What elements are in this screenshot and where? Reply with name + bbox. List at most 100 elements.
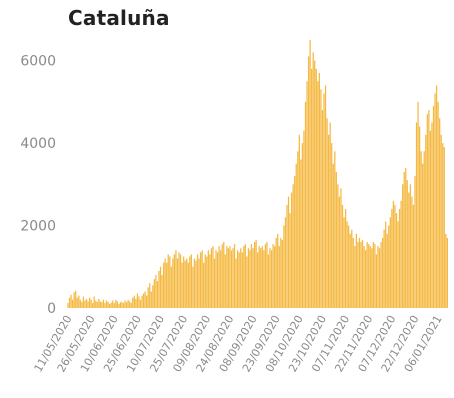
bar (173, 254, 176, 308)
bar (334, 151, 336, 308)
bar (314, 60, 316, 309)
bar (414, 176, 416, 308)
bar (286, 204, 288, 308)
bar (169, 256, 171, 308)
bar (204, 254, 206, 308)
bar (167, 254, 169, 308)
bar (277, 233, 279, 308)
bar (272, 244, 274, 308)
bar (317, 81, 319, 308)
bar (81, 301, 83, 308)
bar (135, 298, 137, 308)
bar (258, 246, 260, 308)
bar (102, 299, 105, 308)
bar (443, 147, 445, 308)
bar (335, 171, 337, 308)
bar (201, 250, 203, 308)
bar (125, 302, 128, 308)
bar (230, 250, 233, 308)
bar (221, 244, 223, 308)
bar (270, 250, 273, 308)
bar (124, 300, 126, 308)
bar (142, 293, 145, 308)
bar (115, 299, 117, 308)
bar (349, 233, 351, 308)
bar (127, 299, 129, 308)
bar (136, 293, 139, 308)
bar (284, 217, 287, 308)
bar (411, 196, 413, 308)
bar (426, 114, 428, 308)
bar (250, 244, 253, 308)
bar (363, 246, 365, 308)
bar (374, 244, 376, 308)
bar (432, 105, 435, 308)
bar (223, 242, 225, 308)
bar (261, 246, 263, 308)
bar (161, 275, 163, 308)
bar (166, 262, 168, 308)
bar (378, 248, 381, 308)
bar (377, 246, 379, 308)
bar (321, 110, 324, 308)
bar (184, 260, 186, 308)
y-tick-label: 4000 (20, 136, 56, 152)
bar (372, 242, 374, 308)
bar (320, 89, 322, 308)
bar (369, 246, 371, 308)
bar (260, 248, 262, 308)
bar (207, 250, 209, 308)
bar (312, 52, 314, 309)
bar (422, 163, 424, 308)
bar (300, 159, 302, 308)
bar (431, 122, 433, 309)
bar (418, 126, 421, 308)
bar (232, 248, 234, 308)
bar (141, 295, 143, 308)
bar (383, 229, 385, 308)
bar (307, 56, 310, 308)
bar (388, 225, 390, 308)
bar (332, 163, 334, 308)
bar (385, 221, 387, 308)
bar (129, 301, 131, 308)
bar (434, 93, 436, 308)
bar (88, 297, 91, 308)
bar (130, 303, 132, 308)
bar (315, 68, 317, 308)
bar (76, 297, 78, 308)
bar (267, 254, 270, 308)
bar (73, 292, 75, 308)
bar (121, 301, 123, 308)
bar (99, 301, 102, 308)
bar (122, 303, 125, 308)
bar (429, 130, 432, 308)
bar (170, 266, 172, 308)
bar (218, 246, 220, 308)
bar (253, 242, 256, 308)
bar (158, 270, 160, 308)
bar (176, 258, 179, 308)
bar (159, 266, 162, 308)
bar (337, 184, 339, 308)
bar (283, 225, 285, 308)
bar (68, 297, 71, 308)
bar (206, 256, 208, 308)
bar (209, 254, 211, 308)
bar (326, 118, 328, 308)
y-axis: 0 2000 4000 6000 (20, 54, 56, 317)
bar (119, 302, 122, 308)
bar (75, 290, 77, 308)
bar (152, 285, 154, 308)
bar (240, 248, 242, 308)
bar (156, 281, 159, 308)
bar (146, 295, 148, 308)
bar (318, 72, 321, 308)
bar (366, 242, 368, 308)
bar (175, 250, 177, 308)
bar (96, 301, 98, 308)
bar (244, 244, 246, 308)
bar (394, 204, 396, 308)
bar (229, 246, 231, 308)
bar (309, 40, 311, 308)
